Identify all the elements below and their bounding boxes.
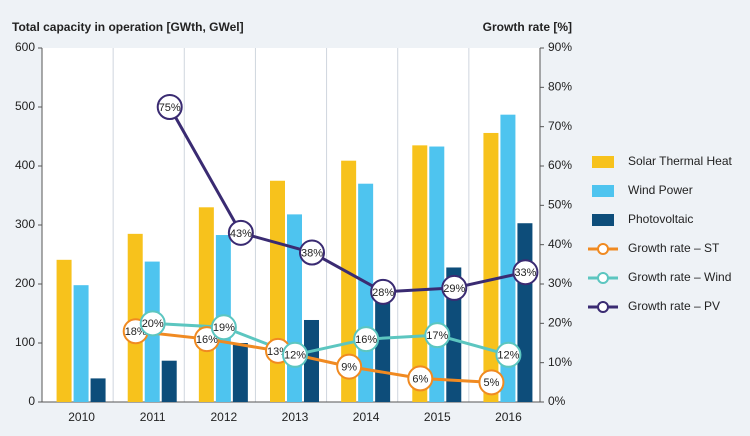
growth-marker <box>370 278 397 305</box>
growth-marker <box>210 314 237 341</box>
y2-tick-label: 0% <box>548 394 566 408</box>
bar <box>56 259 72 402</box>
legend-swatch <box>592 156 614 168</box>
bar <box>517 223 533 402</box>
bar <box>270 180 285 402</box>
value-label: 19% <box>213 322 235 334</box>
growth-marker <box>353 326 380 353</box>
bar <box>73 285 89 402</box>
y2-tick-label: 70% <box>548 119 572 133</box>
legend-swatch <box>592 185 614 197</box>
y-tick-label: 400 <box>15 158 35 172</box>
y-tick-label: 500 <box>15 99 35 113</box>
bar <box>304 319 319 402</box>
y2-tick-label: 80% <box>548 80 572 94</box>
y2-tick-label: 10% <box>548 355 572 369</box>
legend-label: Photovoltaic <box>628 212 693 226</box>
y2-axis-title: Growth rate [%] <box>483 20 572 34</box>
value-label: 12% <box>284 350 306 362</box>
value-label: 20% <box>142 318 164 330</box>
growth-marker <box>282 341 308 368</box>
y2-tick-label: 60% <box>548 158 572 172</box>
legend-marker <box>597 301 609 313</box>
value-label: 16% <box>196 334 218 346</box>
growth-marker <box>227 219 254 246</box>
growth-marker <box>299 239 325 266</box>
value-label: 17% <box>426 330 448 342</box>
legend-marker <box>597 272 609 284</box>
bar <box>90 378 106 402</box>
growth-marker <box>424 322 451 349</box>
y-tick-label: 100 <box>15 335 35 349</box>
bar <box>198 207 214 402</box>
bar <box>429 146 445 402</box>
value-label: 6% <box>412 373 428 385</box>
bar <box>161 360 177 402</box>
value-label: 33% <box>514 267 536 279</box>
value-label: 38% <box>301 247 323 259</box>
value-label: 29% <box>443 283 465 295</box>
value-label: 75% <box>159 102 181 114</box>
x-tick-label: 2016 <box>495 410 522 424</box>
y-axis-title: Total capacity in operation [GWth, GWel] <box>12 20 244 34</box>
x-tick-label: 2013 <box>282 410 309 424</box>
y-tick-label: 200 <box>15 276 35 290</box>
x-tick-label: 2014 <box>353 410 380 424</box>
legend-label: Wind Power <box>628 183 693 197</box>
y-tick-label: 600 <box>15 40 35 54</box>
legend-label: Solar Thermal Heat <box>628 154 732 168</box>
x-tick-label: 2010 <box>68 410 95 424</box>
y2-tick-label: 30% <box>548 276 572 290</box>
bar <box>127 233 143 402</box>
bar <box>287 214 302 402</box>
y2-tick-label: 90% <box>548 40 572 54</box>
bar <box>375 296 391 402</box>
value-label: 12% <box>497 350 519 362</box>
y2-tick-label: 40% <box>548 237 572 251</box>
bar <box>483 132 499 402</box>
legend-marker <box>597 243 609 255</box>
y-tick-label: 300 <box>15 217 35 231</box>
value-label: 43% <box>230 228 252 240</box>
y2-tick-label: 20% <box>548 316 572 330</box>
growth-marker <box>139 310 166 337</box>
growth-marker <box>156 94 183 120</box>
x-tick-label: 2015 <box>424 410 451 424</box>
legend-label: Growth rate – ST <box>628 241 720 255</box>
growth-marker <box>441 274 468 301</box>
bar <box>232 343 248 402</box>
growth-marker <box>495 341 522 368</box>
value-label: 28% <box>372 287 394 299</box>
legend-label: Growth rate – PV <box>628 299 720 313</box>
legend-swatch <box>592 214 614 226</box>
y-tick-label: 0 <box>28 394 35 408</box>
legend-label: Growth rate – Wind <box>628 270 731 284</box>
value-label: 5% <box>483 377 499 389</box>
value-label: 16% <box>355 334 377 346</box>
growth-marker <box>407 365 434 392</box>
bar <box>446 267 462 402</box>
growth-marker <box>478 369 505 396</box>
y2-tick-label: 50% <box>548 198 572 212</box>
bar <box>412 145 428 402</box>
x-tick-label: 2011 <box>140 410 166 424</box>
value-label: 9% <box>341 362 357 374</box>
x-tick-label: 2012 <box>211 410 238 424</box>
growth-marker <box>512 259 539 286</box>
bar <box>500 114 516 403</box>
growth-marker <box>336 353 363 380</box>
